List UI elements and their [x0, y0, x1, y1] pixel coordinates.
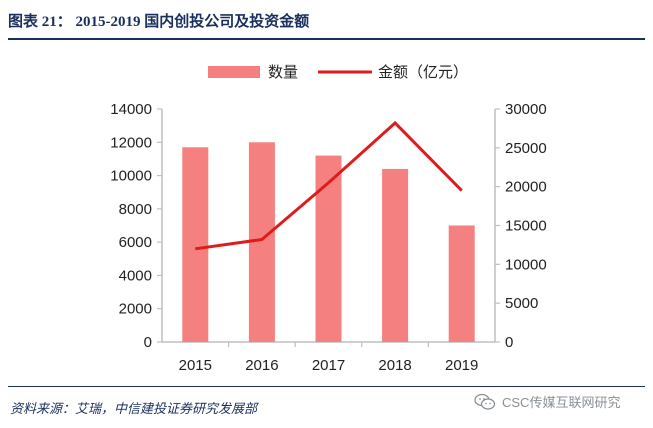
x-tick-label: 2019: [445, 357, 478, 374]
left-tick-label: 4000: [119, 267, 152, 284]
x-tick-label: 2015: [179, 357, 212, 374]
legend-swatch-bar: [208, 66, 260, 78]
watermark-text: CSC传媒互联网研究: [502, 395, 621, 410]
bar-2019: [448, 225, 475, 342]
footer-rule: [8, 386, 645, 387]
right-tick-label: 0: [505, 334, 513, 351]
left-tick-label: 6000: [119, 234, 152, 251]
right-tick-label: 10000: [505, 256, 547, 273]
right-tick-label: 25000: [505, 140, 547, 157]
x-tick-label: 2018: [378, 357, 411, 374]
legend-label-bar: 数量: [268, 64, 298, 81]
x-tick-label: 2016: [245, 357, 278, 374]
left-tick-label: 14000: [110, 101, 152, 118]
left-tick-label: 12000: [110, 134, 152, 151]
left-tick-label: 8000: [119, 201, 152, 218]
wechat-icon: [474, 393, 496, 410]
left-tick-label: 0: [144, 334, 152, 351]
right-tick-label: 30000: [505, 101, 547, 118]
x-tick-label: 2017: [312, 357, 345, 374]
title-rule: [8, 38, 645, 40]
left-tick-label: 10000: [110, 168, 152, 185]
bar-2017: [315, 155, 342, 342]
source-note: 资料来源：艾瑞，中信建投证券研究发展部: [10, 401, 258, 416]
right-tick-label: 20000: [505, 179, 547, 196]
watermark: CSC传媒互联网研究: [474, 392, 620, 411]
left-tick-label: 2000: [119, 301, 152, 318]
chart-title: 图表 21： 2015-2019 国内创投公司及投资金额: [8, 14, 310, 30]
bar-2018: [382, 168, 409, 342]
bar-2015: [182, 147, 209, 342]
right-tick-label: 15000: [505, 218, 547, 235]
right-tick-label: 5000: [505, 295, 538, 312]
legend-label-line: 金额（亿元）: [378, 64, 468, 81]
